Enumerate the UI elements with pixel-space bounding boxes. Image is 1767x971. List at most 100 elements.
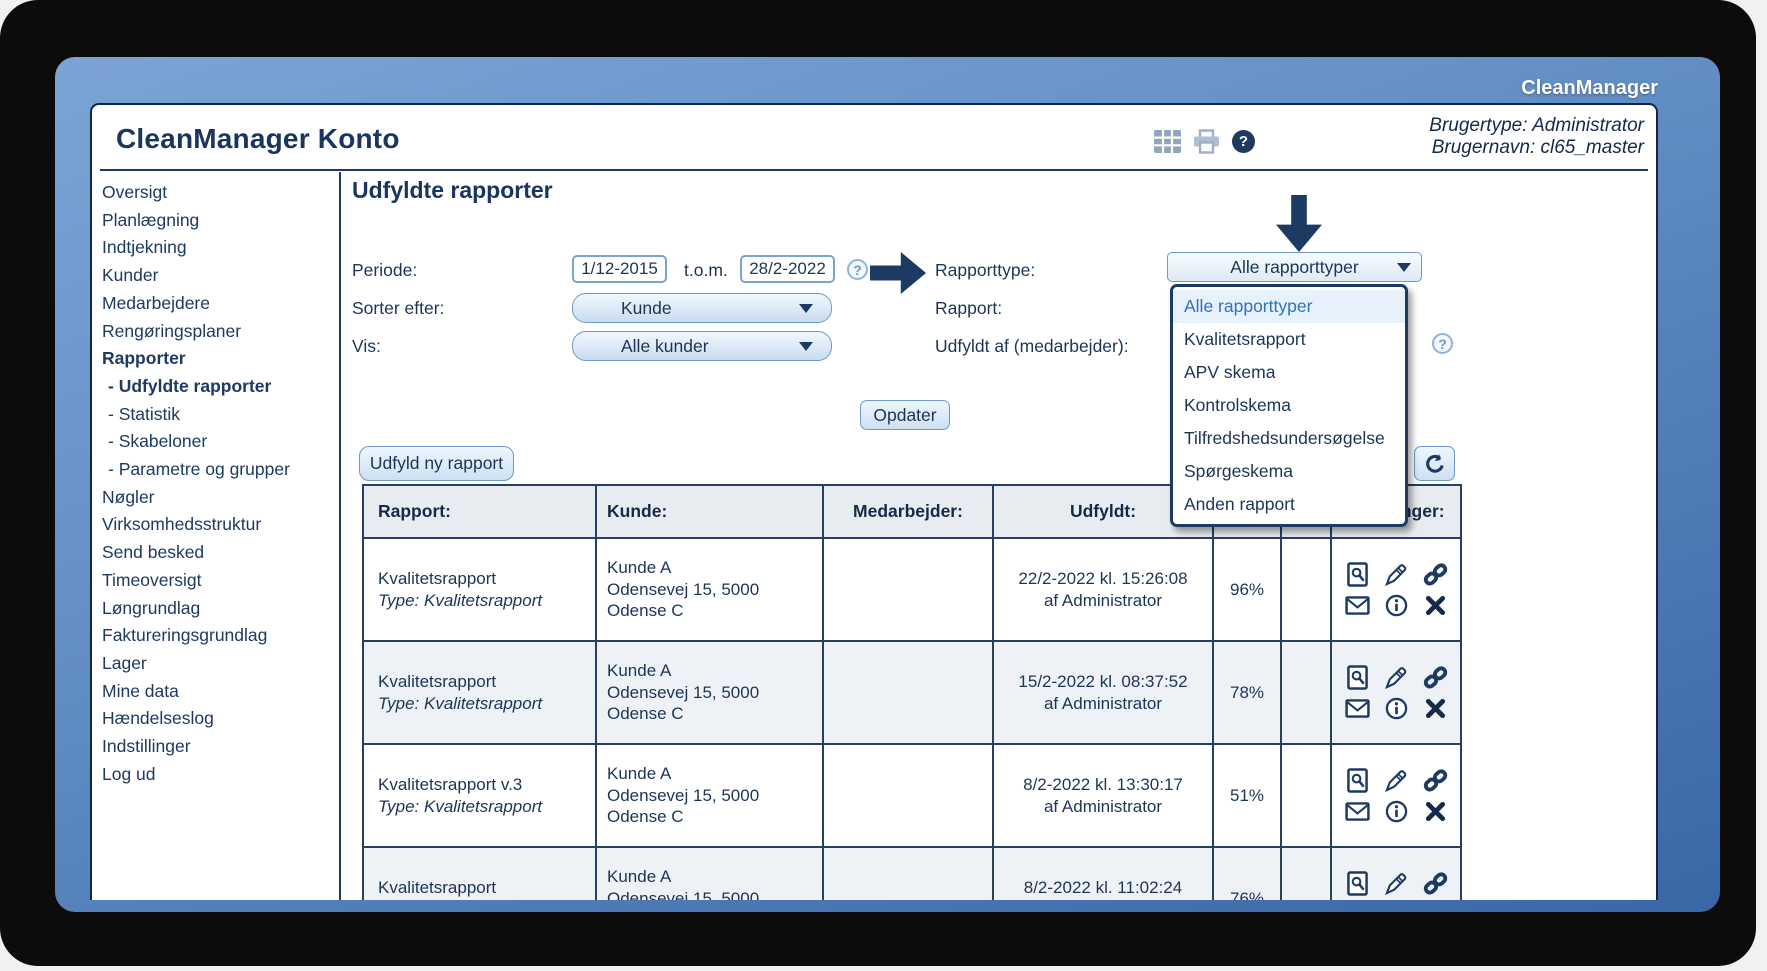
edit-pencil-icon[interactable] (1383, 870, 1409, 896)
dropdown-option-alle-rapporttyper[interactable]: Alle rapporttyper (1173, 290, 1405, 323)
sidebar-item-noegler[interactable]: Nøgler (102, 486, 155, 507)
sidebar-item-medarbejdere[interactable]: Medarbejdere (102, 292, 210, 313)
customer-name: Kunde A (607, 867, 672, 887)
vis-select-value: Alle kunder (621, 335, 709, 356)
sidebar-item-udfyldte-rapporter[interactable]: - Udfyldte rapporter (108, 375, 272, 396)
brand-logo: CleanManager (1521, 77, 1658, 99)
customer-address: Odensevej 15, 5000 (607, 785, 760, 805)
user-name: Brugernavn: cl65_master (1431, 137, 1644, 158)
sidebar-item-planlaegning[interactable]: Planlægning (102, 209, 200, 230)
col-header-kunde[interactable]: Kunde: (595, 484, 824, 539)
customer-name: Kunde A (607, 661, 672, 681)
email-icon[interactable] (1344, 592, 1370, 618)
rapporttype-select-value: Alle rapporttyper (1230, 256, 1359, 277)
sorter-select-value: Kunde (621, 297, 672, 318)
dropdown-option-kvalitetsrapport[interactable]: Kvalitetsrapport (1184, 329, 1306, 349)
periode-to-input[interactable] (740, 255, 835, 283)
sidebar-item-oversigt[interactable]: Oversigt (102, 182, 168, 202)
spacer-cell (1280, 846, 1332, 900)
sidebar-item-virksomhedsstruktur[interactable]: Virksomhedsstruktur (102, 514, 262, 535)
delete-x-icon[interactable] (1422, 798, 1448, 824)
edit-pencil-icon[interactable] (1383, 664, 1409, 690)
sidebar-item-lager[interactable]: Lager (102, 652, 147, 673)
link-chain-icon[interactable] (1422, 561, 1448, 587)
report-name: Kvalitetsrapport (378, 672, 497, 691)
sidebar-item-timeoversigt[interactable]: Timeoversigt (102, 569, 202, 590)
app-window: CleanManager Konto ? Brugertype: Adminis… (90, 103, 1658, 900)
reports-table: Rapport: Kunde: Medarbejder: Udfyldt: Ha… (362, 484, 1462, 900)
edit-pencil-icon[interactable] (1383, 767, 1409, 793)
dropdown-option-anden-rapport[interactable]: Anden rapport (1184, 494, 1295, 514)
col-header-medarbejder[interactable]: Medarbejder: (822, 484, 994, 539)
annotation-arrow-right-icon (870, 252, 926, 294)
dropdown-option-tilfredshedsundersoegelse[interactable]: Tilfredshedsundersøgelse (1184, 428, 1385, 448)
dropdown-option-kontrolskema[interactable]: Kontrolskema (1184, 395, 1291, 415)
delete-x-icon[interactable] (1422, 695, 1448, 721)
score-cell: 76% (1212, 846, 1282, 900)
sidebar-item-indstillinger[interactable]: Indstillinger (102, 736, 191, 757)
delete-x-icon[interactable] (1422, 592, 1448, 618)
sidebar-item-mine-data[interactable]: Mine data (102, 680, 179, 701)
sidebar-item-rapporter[interactable]: Rapporter (102, 348, 186, 369)
link-chain-icon[interactable] (1422, 664, 1448, 690)
report-type: Type: Kvalitetsrapport (378, 590, 543, 610)
preview-icon[interactable] (1344, 561, 1370, 587)
report-name: Kvalitetsrapport (378, 878, 497, 897)
question-icon-medarbejder[interactable]: ? (1432, 333, 1453, 354)
sidebar-item-send-besked[interactable]: Send besked (102, 542, 205, 563)
udfyld-ny-rapport-button[interactable]: Udfyld ny rapport (359, 446, 514, 481)
edit-pencil-icon[interactable] (1383, 561, 1409, 587)
question-icon-periode[interactable]: ? (847, 259, 868, 280)
sidebar-item-indtjekning[interactable]: Indtjekning (102, 237, 187, 258)
col-header-udfyldt[interactable]: Udfyldt: (992, 484, 1214, 539)
dropdown-option-apv-skema[interactable]: APV skema (1184, 362, 1276, 382)
sidebar-item-haendelseslog[interactable]: Hændelseslog (102, 708, 214, 729)
spacer-cell (1280, 743, 1332, 848)
email-icon[interactable] (1344, 695, 1370, 721)
link-chain-icon[interactable] (1422, 767, 1448, 793)
user-info: Brugertype: Administrator Brugernavn: cl… (1429, 115, 1644, 159)
refresh-button[interactable] (1414, 446, 1455, 481)
col-header-rapport[interactable]: Rapport: (362, 484, 597, 539)
info-icon[interactable] (1383, 798, 1409, 824)
opdater-button[interactable]: Opdater (860, 400, 950, 430)
periode-from-input[interactable] (572, 255, 667, 283)
preview-icon[interactable] (1344, 870, 1370, 896)
sidebar-item-log-ud[interactable]: Log ud (102, 763, 156, 784)
rapporttype-select[interactable]: Alle rapporttyper (1167, 252, 1422, 282)
report-type: Type: Kvalitetsrapport (378, 796, 543, 816)
completed-by: af Administrator (1043, 590, 1163, 610)
link-chain-icon[interactable] (1422, 870, 1448, 896)
refresh-icon (1424, 453, 1446, 475)
spacer-cell (1280, 640, 1332, 745)
preview-icon[interactable] (1344, 664, 1370, 690)
info-icon[interactable] (1383, 695, 1409, 721)
completed-datetime: 22/2-2022 kl. 15:26:08 (1018, 569, 1188, 588)
spacer-cell (1280, 537, 1332, 642)
sidebar-item-rengoeringsplaner[interactable]: Rengøringsplaner (102, 320, 242, 341)
grid-icon[interactable] (1154, 130, 1181, 153)
sidebar-item-loengrundlag[interactable]: Løngrundlag (102, 597, 201, 618)
help-icon[interactable]: ? (1232, 130, 1255, 153)
employee-cell (822, 743, 994, 848)
sidebar-item-parametre-og-grupper[interactable]: - Parametre og grupper (108, 459, 290, 480)
sidebar-item-faktureringsgrundlag[interactable]: Faktureringsgrundlag (102, 625, 268, 646)
sidebar-item-skabeloner[interactable]: - Skabeloner (108, 431, 208, 452)
printer-icon[interactable] (1193, 129, 1220, 154)
vis-select[interactable]: Alle kunder (572, 331, 832, 361)
completed-datetime: 8/2-2022 kl. 13:30:17 (1023, 775, 1183, 794)
preview-icon[interactable] (1344, 767, 1370, 793)
periode-label: Periode: (352, 260, 418, 280)
sidebar-item-statistik[interactable]: - Statistik (108, 403, 180, 424)
info-icon[interactable] (1383, 592, 1409, 618)
report-type: Type: Kvalitetsrapport (378, 899, 595, 901)
sorter-label: Sorter efter: (352, 298, 445, 318)
customer-city: Odense C (607, 601, 684, 621)
report-name: Kvalitetsrapport (378, 569, 497, 588)
sidebar-divider (339, 172, 341, 900)
dropdown-option-spoergeskema[interactable]: Spørgeskema (1184, 461, 1293, 481)
annotation-arrow-down-icon (1276, 195, 1322, 252)
sidebar-item-kunder[interactable]: Kunder (102, 265, 159, 286)
sorter-select[interactable]: Kunde (572, 293, 832, 323)
email-icon[interactable] (1344, 798, 1370, 824)
